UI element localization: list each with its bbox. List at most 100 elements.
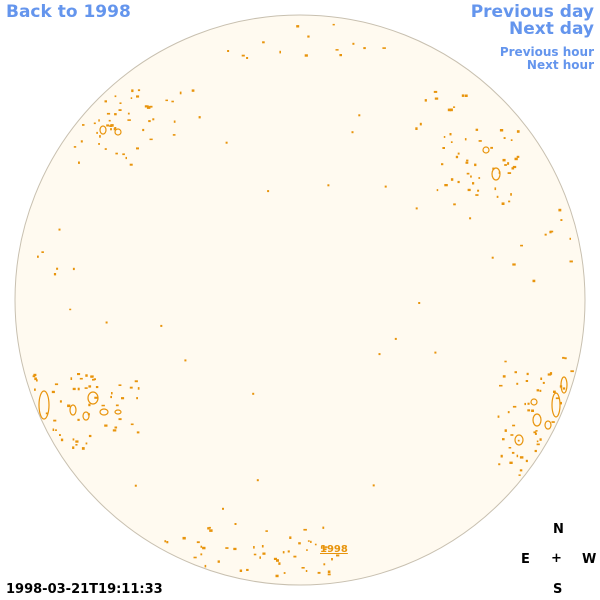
previous-hour-link[interactable]: Previous hour [499, 45, 594, 59]
magnetic-speck [509, 461, 513, 464]
magnetic-speck [115, 404, 119, 407]
magnetic-speck [520, 244, 523, 247]
magnetic-speck [336, 554, 340, 557]
magnetic-speck [327, 570, 331, 573]
next-hour-link[interactable]: Next hour [526, 58, 594, 72]
magnetic-speck [198, 116, 201, 119]
magnetic-speck [510, 139, 513, 141]
magnetic-speck [560, 219, 563, 221]
magnetic-speck [461, 94, 465, 97]
magnetic-speck [208, 526, 211, 529]
magnetic-speck [77, 387, 80, 391]
magnetic-speck [104, 100, 107, 103]
magnetic-speck [434, 351, 437, 354]
magnetic-speck [165, 99, 168, 102]
magnetic-speck [502, 375, 506, 378]
magnetic-speck [352, 42, 355, 45]
magnetic-speck [234, 523, 237, 525]
magnetic-speck [467, 188, 471, 192]
contour-loop [514, 434, 524, 446]
solar-disk [14, 14, 586, 586]
contour-loop [114, 409, 122, 415]
magnetic-speck [113, 127, 116, 131]
magnetic-speck [466, 159, 469, 162]
magnetic-speck [105, 321, 108, 324]
magnetic-speck [512, 263, 516, 266]
magnetic-speck [60, 438, 64, 442]
magnetic-speck [507, 162, 510, 165]
magnetic-speck [527, 409, 531, 412]
contour-loop [491, 167, 501, 181]
magnetic-speck [101, 404, 105, 407]
magnetic-speck [262, 41, 265, 44]
magnetic-speck [323, 563, 326, 566]
magnetic-speck [444, 184, 448, 187]
magnetic-speck [441, 163, 444, 166]
magnetic-speck [261, 545, 264, 548]
magnetic-speck [442, 147, 445, 149]
magnetic-speck [37, 255, 39, 258]
magnetic-speck [69, 308, 72, 311]
magnetic-speck [72, 387, 76, 391]
magnetic-speck [276, 559, 279, 562]
next-day-link[interactable]: Next day [509, 19, 594, 39]
magnetic-speck [550, 230, 554, 233]
magnetic-speck [415, 207, 418, 210]
magnetic-speck [75, 440, 79, 443]
magnetic-speck [558, 208, 562, 212]
magnetic-speck [207, 527, 210, 530]
magnetic-speck [498, 171, 501, 174]
magnetic-speck [114, 127, 117, 129]
previous-day-link[interactable]: Previous day [470, 2, 594, 22]
magnetic-speck [253, 546, 255, 549]
magnetic-speck [193, 556, 197, 559]
magnetic-speck [85, 442, 88, 445]
magnetic-speck [424, 99, 427, 102]
magnetic-speck [72, 267, 75, 271]
magnetic-speck [464, 94, 468, 97]
magnetic-speck [146, 106, 151, 109]
magnetic-speck [136, 147, 139, 150]
magnetic-speck [516, 155, 520, 158]
magnetic-speck [559, 385, 563, 388]
magnetic-speck [184, 359, 187, 362]
magnetic-speck [331, 558, 333, 561]
magnetic-speck [501, 202, 505, 205]
magnetic-speck [171, 100, 174, 103]
magnetic-speck [110, 124, 114, 127]
magnetic-speck [241, 54, 245, 57]
magnetic-speck [519, 469, 523, 472]
magnetic-speck [503, 137, 506, 139]
magnetic-speck [104, 148, 107, 150]
magnetic-speck [450, 141, 453, 143]
magnetic-speck [564, 357, 567, 360]
magnetic-speck [527, 402, 530, 405]
magnetic-speck [179, 91, 182, 95]
magnetic-speck [547, 373, 552, 376]
year-link[interactable]: 1998 [320, 544, 348, 555]
magnetic-speck [136, 95, 140, 98]
magnetic-speck [93, 122, 96, 125]
magnetic-speck [512, 405, 517, 408]
contour-loop [560, 376, 568, 394]
magnetic-speck [450, 178, 454, 181]
magnetic-speck [540, 377, 543, 380]
magnetic-speck [363, 47, 366, 50]
magnetic-speck [144, 105, 147, 108]
magnetic-speck [239, 569, 243, 572]
magnetic-speck [287, 550, 290, 553]
compass-west: W [582, 552, 597, 567]
magnetic-speck [510, 193, 512, 196]
magnetic-speck [504, 429, 507, 432]
magnetic-speck [110, 395, 112, 399]
magnetic-speck [70, 377, 73, 380]
magnetic-speck [118, 418, 122, 421]
back-to-year-link[interactable]: Back to 1998 [6, 2, 131, 22]
magnetic-speck [394, 337, 397, 340]
magnetic-speck [472, 182, 475, 185]
magnetic-speck [88, 434, 92, 438]
magnetic-speck [449, 133, 452, 136]
magnetic-speck [307, 540, 310, 542]
magnetic-speck [33, 373, 37, 376]
